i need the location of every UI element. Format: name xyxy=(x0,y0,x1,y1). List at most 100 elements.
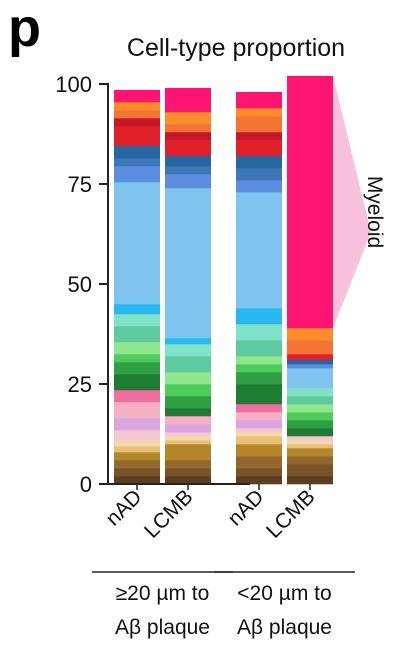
stacked-bars xyxy=(114,76,333,485)
bar-1-segment-10 xyxy=(114,390,160,403)
bar-3-segment-17 xyxy=(236,308,282,325)
bar-4-segment-4 xyxy=(287,448,333,457)
bar-2-segment-9 xyxy=(165,416,211,425)
bar-1-segment-15 xyxy=(114,326,160,343)
bar-3-segment-10 xyxy=(236,404,282,413)
bar-1-segment-21 xyxy=(114,146,160,159)
y-axis: 0 25 50 75 100 xyxy=(55,72,250,497)
bar-1-segment-9 xyxy=(114,402,160,419)
bar-1-segment-23 xyxy=(114,118,160,127)
bar-1-segment-14 xyxy=(114,342,160,355)
bar-4-segment-9 xyxy=(287,420,333,429)
bar-2-segment-13 xyxy=(165,372,211,385)
bar-1-segment-2 xyxy=(114,468,160,477)
y-tick-label-75: 75 xyxy=(68,172,92,197)
bar-2-segment-10 xyxy=(165,408,211,417)
bar-4-segment-14 xyxy=(287,368,333,389)
y-tick-label-100: 100 xyxy=(55,72,92,97)
bar-2-segment-12 xyxy=(165,384,211,397)
bar-4-segment-12 xyxy=(287,396,333,405)
group-2-label-line2: Aβ plaque xyxy=(237,616,332,639)
bar-3-segment-14 xyxy=(236,356,282,365)
bar-2-segment-17 xyxy=(165,188,211,339)
bar-1-segment-4 xyxy=(114,452,160,461)
myeloid-label: Myeloid xyxy=(363,176,386,248)
y-tick-label-0: 0 xyxy=(80,472,92,497)
bar-2-segment-5 xyxy=(165,440,211,445)
bar-1-segment-22 xyxy=(114,126,160,147)
bar-1-segment-1 xyxy=(114,476,160,485)
category-label-2: LCMB xyxy=(140,485,198,543)
bar-2-segment-3 xyxy=(165,460,211,469)
bar-2-segment-20 xyxy=(165,156,211,167)
bar-3-segment-4 xyxy=(236,444,282,457)
bar-1-segment-17 xyxy=(114,304,160,315)
bar-1-segment-12 xyxy=(114,362,160,375)
bar-4-segment-11 xyxy=(287,404,333,413)
bar-2-segment-6 xyxy=(165,436,211,441)
bar-2-segment-23 xyxy=(165,124,211,133)
bar-3-segment-23 xyxy=(236,132,282,141)
bar-1-segment-13 xyxy=(114,354,160,363)
bar-4-segment-10 xyxy=(287,412,333,421)
bar-3-segment-6 xyxy=(236,432,282,437)
category-label-1: nAD xyxy=(101,485,146,530)
bar-4-segment-17 xyxy=(287,354,333,361)
bar-4-segment-18 xyxy=(287,340,333,355)
bar-2-segment-2 xyxy=(165,468,211,477)
bar-3-segment-24 xyxy=(236,116,282,133)
bar-3-segment-19 xyxy=(236,180,282,193)
bar-3-segment-5 xyxy=(236,436,282,445)
y-tick-label-25: 25 xyxy=(68,372,92,397)
bar-1-segment-19 xyxy=(114,166,160,183)
bar-2-segment-22 xyxy=(165,132,211,141)
bar-2-segment-1 xyxy=(165,476,211,485)
bar-3-segment-22 xyxy=(236,140,282,157)
bar-3-segment-11 xyxy=(236,384,282,405)
bar-4-segment-20 xyxy=(287,76,333,329)
bar-1-segment-24 xyxy=(114,110,160,119)
bar-1-segment-25 xyxy=(114,102,160,111)
bar-1-segment-11 xyxy=(114,374,160,391)
bar-4-segment-16 xyxy=(287,360,333,365)
bar-4-segment-6 xyxy=(287,440,333,445)
bar-2-segment-15 xyxy=(165,344,211,357)
category-label-4: LCMB xyxy=(262,485,320,543)
chart-title: Cell-type proportion xyxy=(127,34,345,62)
y-tick-label-50: 50 xyxy=(68,272,92,297)
bar-3-segment-8 xyxy=(236,420,282,429)
bar-1-segment-5 xyxy=(114,446,160,453)
bar-4-segment-19 xyxy=(287,328,333,341)
bar-3-segment-13 xyxy=(236,364,282,373)
group-1-label-line1: ≥20 µm to xyxy=(116,582,210,605)
bar-3-segment-21 xyxy=(236,156,282,169)
bar-3-segment-16 xyxy=(236,324,282,341)
bar-3-segment-1 xyxy=(236,476,282,485)
bar-4-segment-7 xyxy=(287,436,333,441)
bar-2-segment-8 xyxy=(165,424,211,433)
bar-3-segment-20 xyxy=(236,168,282,181)
bar-4-segment-15 xyxy=(287,364,333,369)
bar-2-segment-16 xyxy=(165,338,211,345)
bar-2-segment-21 xyxy=(165,140,211,157)
bar-1-segment-26 xyxy=(114,90,160,103)
bar-3-segment-3 xyxy=(236,456,282,469)
bar-4-segment-1 xyxy=(287,476,333,485)
myeloid-wedge xyxy=(333,76,371,328)
bar-2-segment-24 xyxy=(165,112,211,125)
bar-2-segment-11 xyxy=(165,396,211,409)
bar-2-segment-14 xyxy=(165,356,211,373)
bar-1-segment-3 xyxy=(114,460,160,469)
bar-1-segment-16 xyxy=(114,314,160,327)
bar-3-segment-25 xyxy=(236,108,282,117)
bar-2-segment-18 xyxy=(165,174,211,189)
bar-2-segment-7 xyxy=(165,432,211,437)
bar-3-segment-9 xyxy=(236,412,282,421)
bar-1-segment-20 xyxy=(114,158,160,167)
bar-3-segment-15 xyxy=(236,340,282,357)
bar-4-segment-2 xyxy=(287,464,333,477)
bar-3-segment-18 xyxy=(236,192,282,309)
bar-2-segment-19 xyxy=(165,166,211,175)
